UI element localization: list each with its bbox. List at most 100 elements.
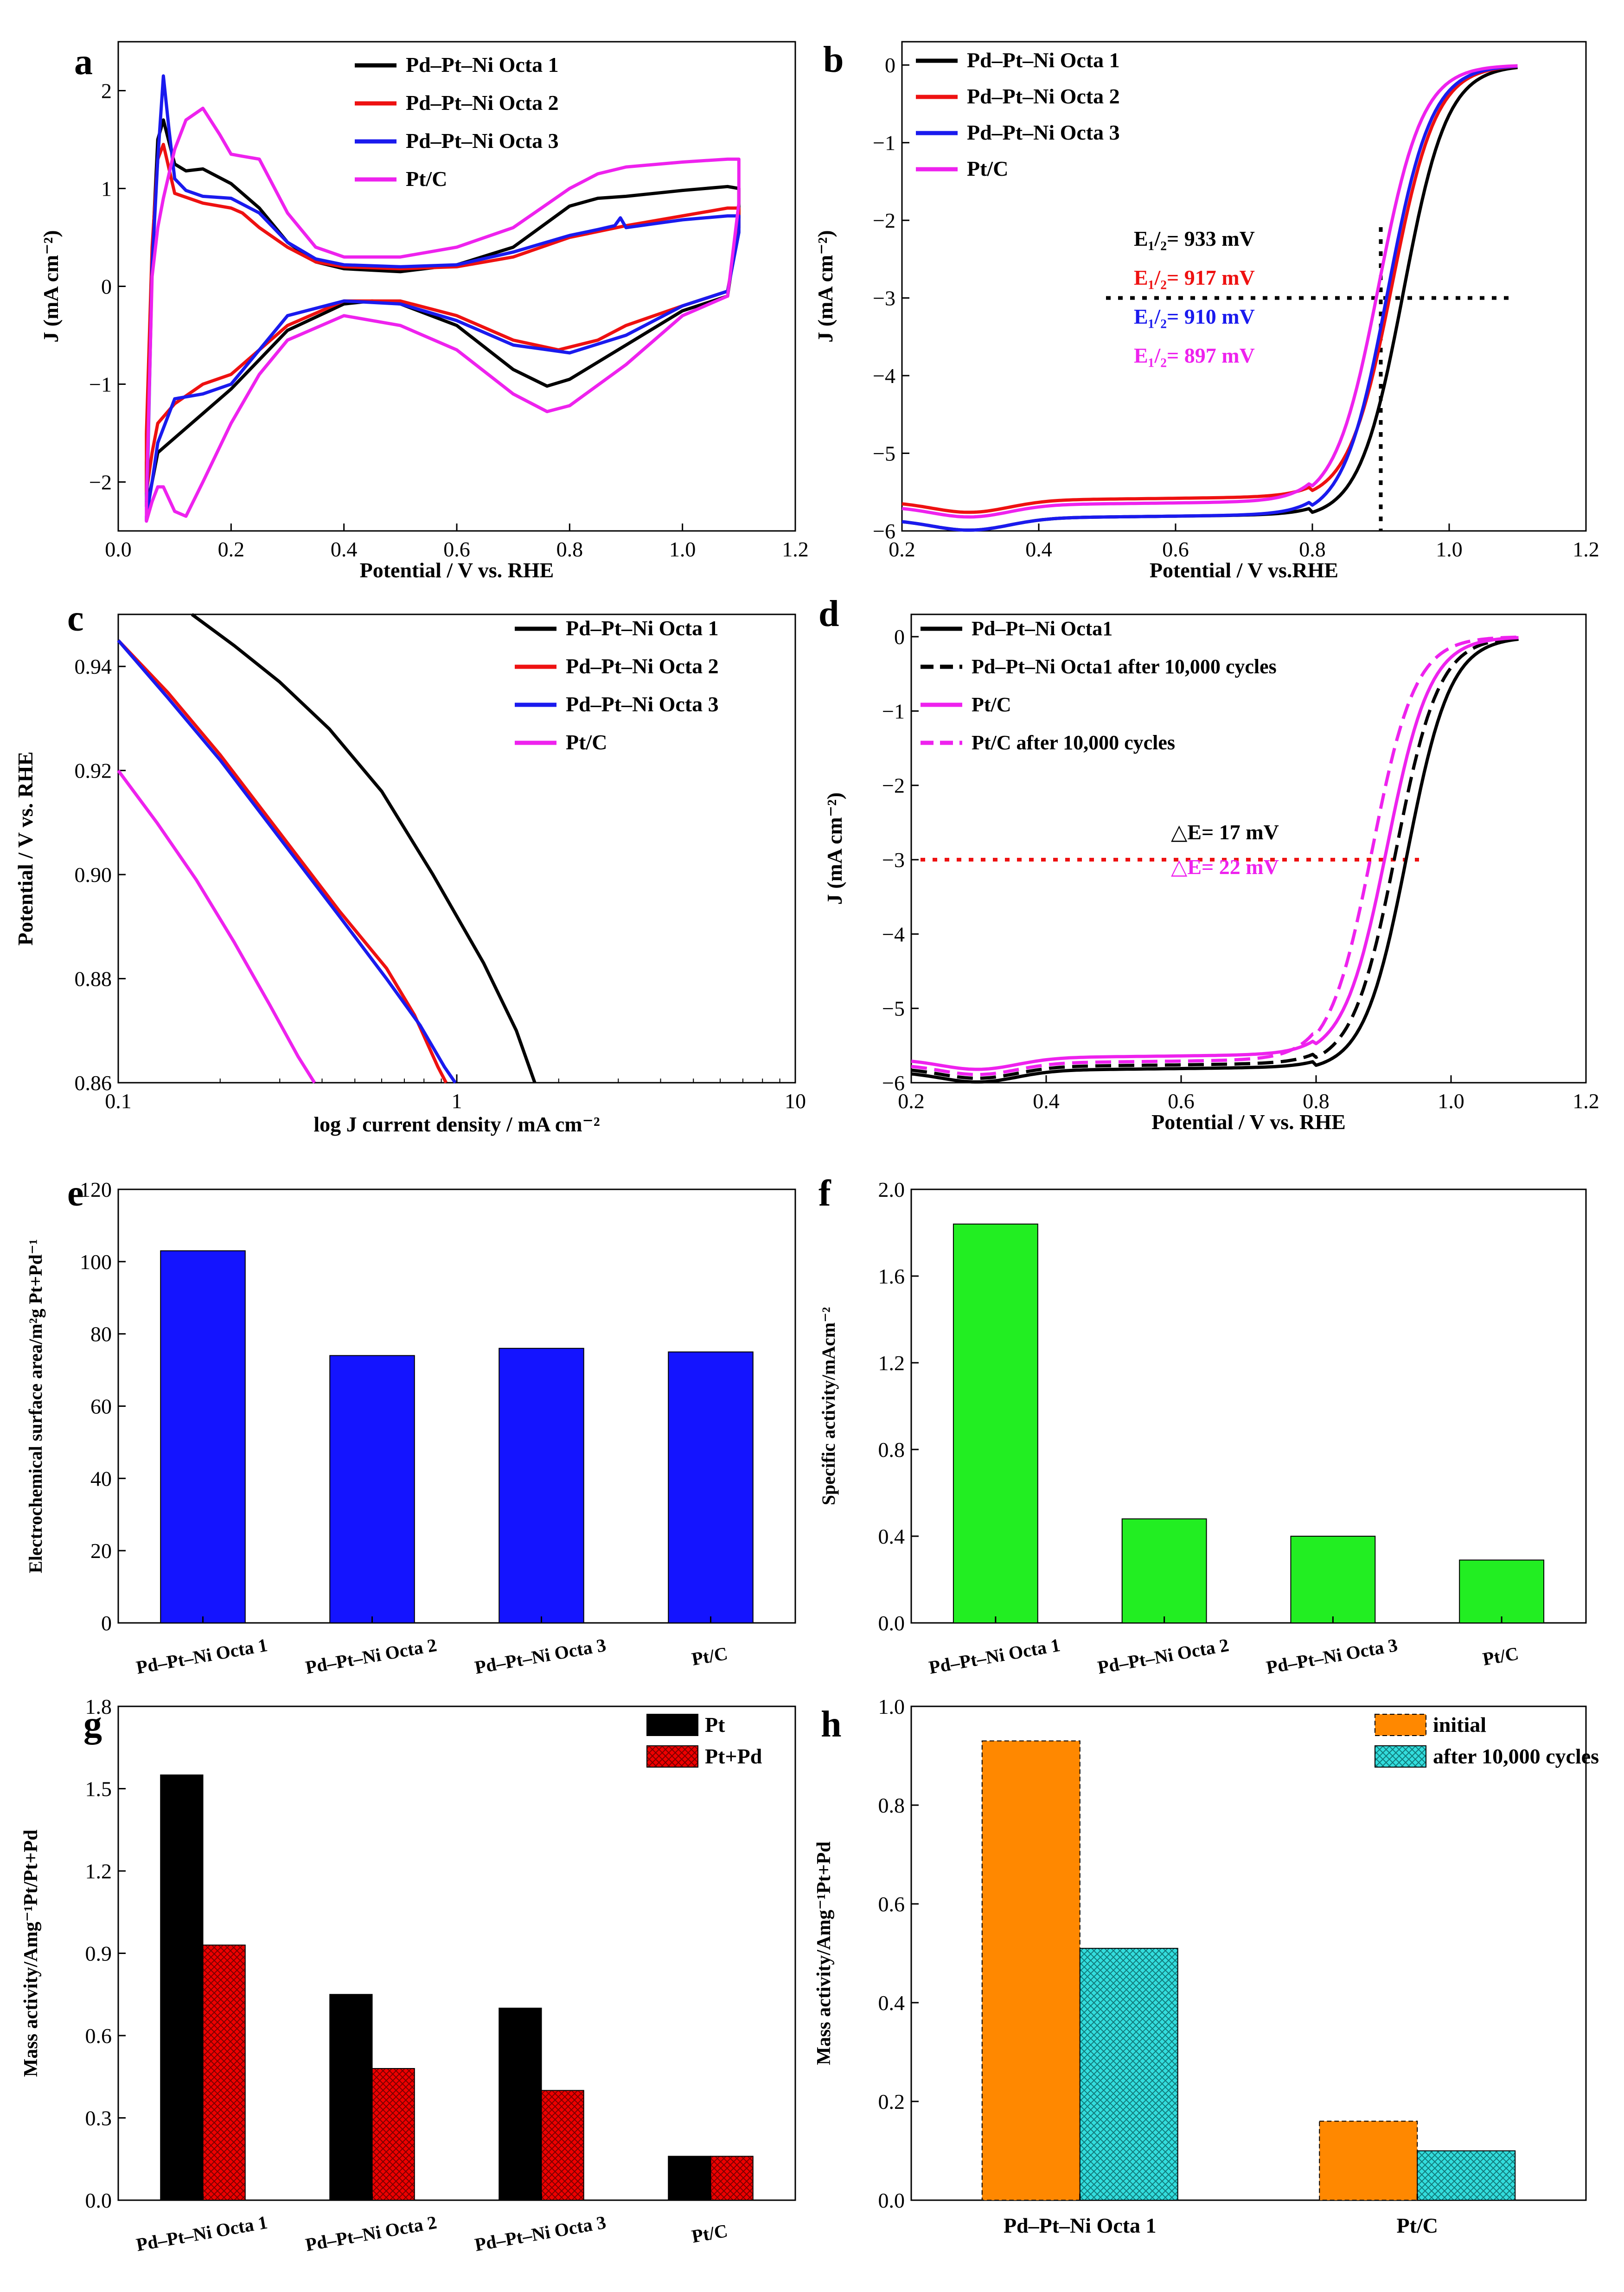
- plot-frame: [910, 1705, 1587, 2201]
- bar: [1459, 1559, 1545, 1624]
- tafel-curve: [117, 769, 316, 1084]
- y-tick-label: 1: [101, 177, 112, 201]
- cv-curve: [145, 107, 741, 523]
- y-tick-label: 80: [90, 1322, 112, 1346]
- x-tick-label: 0.6: [1168, 1089, 1195, 1113]
- bar-pt: [668, 2156, 711, 2201]
- y-tick-label: 0: [101, 1611, 112, 1635]
- panel-label-b: b: [823, 39, 844, 80]
- x-category-label: Pd–Pt–Ni Octa 2: [1096, 1634, 1230, 1678]
- legend-swatch: [646, 1714, 698, 1736]
- x-tick-label: 1: [452, 1089, 462, 1113]
- bar-after-10-000-cycles: [1079, 1947, 1178, 2201]
- x-tick-label: 0.4: [1025, 537, 1052, 561]
- y-tick-label: 0.2: [878, 2090, 905, 2113]
- panel-label-e: e: [67, 1173, 84, 1214]
- y-axis-label: Potential / V vs. RHE: [13, 752, 37, 946]
- legend-label: Pt/C after 10,000 cycles: [972, 731, 1175, 754]
- y-tick-label: 2: [101, 79, 112, 103]
- panel-b: b 0.2 0.4 0.6 0.8 1.0 1.2 0 −1 −2 −3 −4 −5 −6 Potentia…: [813, 39, 1599, 582]
- legend-swatch: [1375, 1714, 1426, 1736]
- x-tick-label: 0.2: [889, 537, 915, 561]
- y-tick-label: 0.8: [878, 1794, 905, 1817]
- x-tick-label: 0.4: [331, 537, 358, 561]
- x-tick-label: 0.6: [443, 537, 470, 561]
- legend-label: after 10,000 cycles: [1433, 1744, 1599, 1768]
- half-wave-annotation: E₁/₂= 933 mV: [1134, 227, 1255, 250]
- x-axis-label: log J current density / mA cm⁻²: [313, 1112, 600, 1136]
- y-tick-label: −6: [882, 1071, 905, 1095]
- x-category-label: Pd–Pt–Ni Octa 1: [1004, 2214, 1157, 2237]
- x-tick-label: 1.0: [1438, 1089, 1464, 1113]
- legend-label: Pt+Pd: [705, 1744, 762, 1768]
- legend-label: Pt/C: [406, 167, 447, 191]
- legend-label: Pd–Pt–Ni Octa 2: [967, 84, 1120, 108]
- y-tick-label: 0.6: [878, 1892, 905, 1916]
- bar-pt-pd: [371, 2068, 415, 2201]
- bar-pt: [499, 2007, 542, 2201]
- y-tick-label: −2: [873, 209, 895, 232]
- plot-frame: [117, 41, 796, 532]
- x-tick-label: 0.4: [1033, 1089, 1060, 1113]
- y-tick-label: −4: [882, 922, 905, 946]
- y-tick-label: 40: [90, 1467, 112, 1490]
- bar-pt: [160, 1774, 204, 2201]
- y-tick-label: 0: [885, 53, 895, 77]
- y-tick-label: −3: [882, 848, 905, 872]
- lsv-curve: [902, 64, 1518, 532]
- y-tick-label: 0.90: [75, 863, 112, 887]
- y-tick-label: 0: [894, 625, 905, 649]
- legend-label: Pd–Pt–Ni Octa1: [972, 617, 1113, 640]
- legend-label: Pt/C: [967, 157, 1008, 180]
- y-tick-label: 0.9: [85, 1942, 112, 1966]
- plot-frame: [117, 613, 796, 1084]
- tafel-curve: [117, 639, 457, 1084]
- legend-label: Pd–Pt–Ni Octa1 after 10,000 cycles: [972, 655, 1277, 678]
- y-tick-label: 20: [90, 1539, 112, 1563]
- y-tick-label: 100: [80, 1250, 112, 1274]
- delta-e-annotation: △E= 22 mV: [1171, 855, 1279, 879]
- panel-c: c 0.1 1 10 0.86 0.88 0.90 0.92 0.94 log J current…: [13, 598, 806, 1136]
- y-axis-label: J (mA cm⁻²): [823, 792, 846, 905]
- delta-e-annotation: △E= 17 mV: [1171, 820, 1279, 844]
- y-tick-label: 2.0: [878, 1178, 905, 1201]
- legend-label: Pd–Pt–Ni Octa 1: [566, 616, 719, 640]
- x-tick-label: 1.0: [669, 537, 696, 561]
- x-tick-label: 1.2: [1573, 537, 1599, 561]
- x-tick-label: 0.8: [556, 537, 583, 561]
- y-axis-label: Mass activity/Amg⁻¹Pt+Pd: [813, 1841, 835, 2065]
- y-tick-label: −5: [873, 442, 895, 466]
- bar-initial: [1319, 2120, 1418, 2201]
- plot-frame: [910, 613, 1587, 1084]
- panel-h: h 0.0 0.2 0.4 0.6 0.8 1.0 Mass activity/Amg⁻¹Pt…: [813, 1695, 1599, 2237]
- panel-a: a 0.0 0.2 0.4 0.6 0.8 1.0 1.2 −2 −1 0 1 2 Potential /…: [39, 41, 809, 582]
- panel-e: e 0 20 40 60 80 100 120 Electrochemical surface …: [25, 1173, 796, 1678]
- y-tick-label: 0.3: [85, 2107, 112, 2130]
- legend-label: Pd–Pt–Ni Octa 3: [406, 129, 559, 153]
- legend-label: Pt/C: [566, 730, 607, 754]
- y-tick-label: 0.4: [878, 1525, 905, 1548]
- lsv-curve: [902, 64, 1518, 519]
- x-category-label: Pt/C: [1481, 1643, 1520, 1670]
- bar: [499, 1347, 584, 1623]
- plot-frame: [901, 41, 1587, 532]
- legend-label: Pd–Pt–Ni Octa 3: [967, 121, 1120, 144]
- x-axis-label: Potential / V vs.RHE: [1150, 558, 1338, 582]
- y-tick-label: 0.92: [75, 759, 112, 783]
- cv-curve: [145, 74, 741, 521]
- y-tick-label: 1.6: [878, 1264, 905, 1288]
- y-tick-label: 0: [101, 275, 112, 299]
- bar-after-10-000-cycles: [1417, 2150, 1516, 2201]
- legend-swatch: [1375, 1745, 1426, 1768]
- y-tick-label: 0.86: [75, 1071, 112, 1095]
- x-tick-label: 1.2: [1573, 1089, 1599, 1113]
- panel-label-c: c: [67, 598, 84, 639]
- tafel-curve: [191, 613, 537, 1084]
- panel-d: d 0.2 0.4 0.6 0.8 1.0 1.2 0 −1 −2 −3 −4 −5 −6 Potentia…: [818, 594, 1599, 1134]
- x-tick-label: 1.0: [1436, 537, 1463, 561]
- y-tick-label: 1.2: [85, 1859, 112, 1883]
- x-tick-label: 0.8: [1303, 1089, 1330, 1113]
- panel-f: f 0.0 0.4 0.8 1.2 1.6 2.0 Specific activity/mAc…: [818, 1173, 1587, 1678]
- bar: [953, 1223, 1038, 1624]
- y-axis-label: J (mA cm⁻²): [813, 230, 837, 342]
